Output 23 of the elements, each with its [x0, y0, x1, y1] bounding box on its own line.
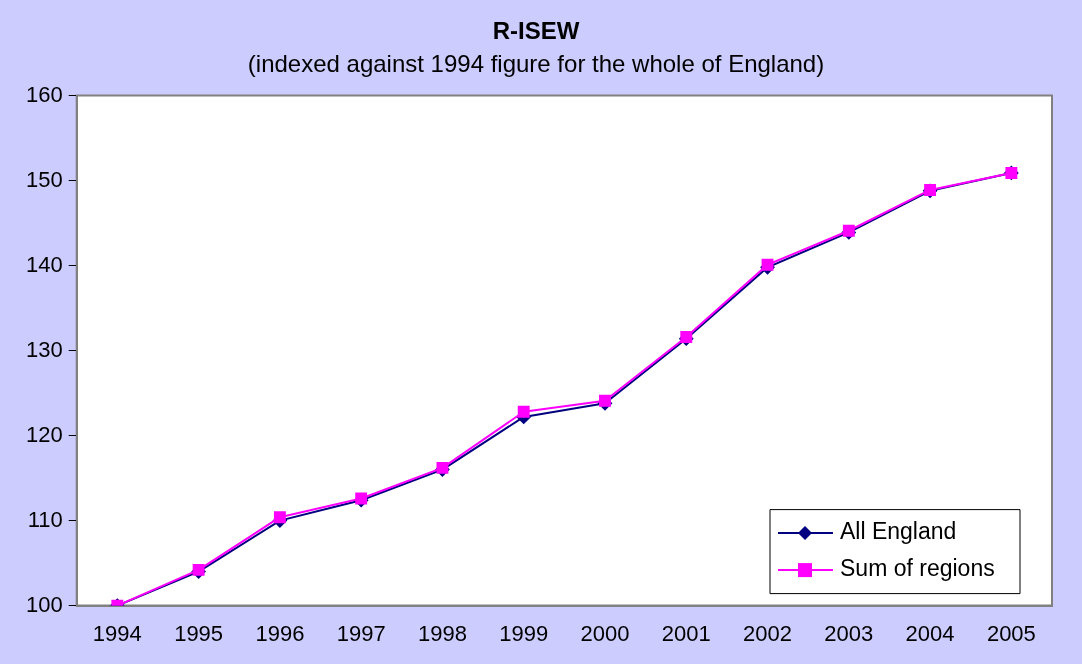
x-tick-label: 2003: [824, 620, 874, 646]
y-tick-label: 110: [27, 506, 63, 532]
x-tick-label: 1996: [255, 620, 305, 646]
chart-subtitle: (indexed against 1994 figure for the whole of England): [247, 49, 825, 77]
x-tick-label: 1998: [417, 620, 467, 646]
y-tick-label: 140: [25, 251, 63, 277]
legend-label: Sum of regions: [840, 555, 995, 582]
legend-label: All England: [840, 518, 957, 545]
x-tick-label: 2002: [743, 620, 793, 646]
x-tick-label: 2005: [986, 620, 1036, 646]
y-tick-label: 130: [25, 336, 63, 362]
x-tick-label: 2004: [905, 620, 955, 646]
chart-title: R-ISEW: [492, 17, 580, 45]
x-tick-label: 1995: [174, 620, 224, 646]
x-tick-label: 2001: [661, 620, 711, 646]
x-tick-label: 2000: [580, 620, 630, 646]
y-tick-label: 160: [25, 81, 63, 107]
y-tick-label: 120: [25, 421, 63, 447]
x-tick-label: 1997: [336, 620, 386, 646]
y-tick-label: 150: [25, 166, 63, 192]
x-tick-label: 1994: [92, 620, 142, 646]
x-tick-label: 1999: [499, 620, 549, 646]
y-tick-label: 100: [25, 591, 63, 617]
